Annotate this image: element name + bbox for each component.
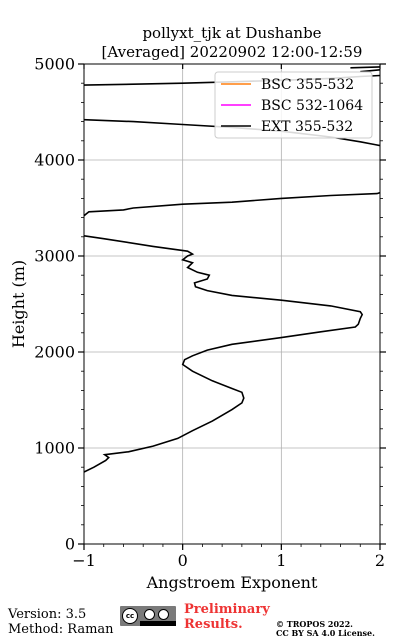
cc-icon: cc (122, 608, 138, 624)
method-label: Method: Raman (8, 622, 114, 637)
preliminary-line-2: Results. (184, 617, 243, 632)
legend: BSC 355-532 BSC 532-1064 EXT 355-532 (214, 71, 373, 139)
y-tick-label: 1000 (34, 439, 75, 458)
legend-label-1: BSC 532-1064 (261, 98, 363, 114)
y-axis-label: Height (m) (9, 260, 28, 348)
legend-label-0: BSC 355-532 (261, 77, 354, 93)
x-tick-label: 0 (178, 551, 188, 570)
x-tick-label: −1 (72, 551, 96, 570)
preliminary-notice: Preliminary Results. (184, 602, 284, 632)
plot-frame (83, 63, 381, 545)
license-strip (140, 621, 176, 626)
legend-label-2: EXT 355-532 (261, 119, 353, 135)
x-tick-label: 1 (276, 551, 286, 570)
x-tick-label: 2 (375, 551, 385, 570)
x-axis-label: Angstroem Exponent (146, 573, 318, 592)
y-tick-label: 3000 (34, 247, 75, 266)
y-tick-label: 0 (65, 535, 75, 554)
copyright-line-1: © TROPOS 2022. (276, 619, 353, 629)
y-tick-label: 4000 (34, 151, 75, 170)
y-tick-label: 5000 (34, 55, 75, 74)
chart-title: pollyxt_tjk at Dushanbe (142, 24, 321, 42)
chart-subtitle: [Averaged] 20220902 12:00-12:59 (102, 43, 363, 61)
preliminary-line-1: Preliminary (184, 602, 270, 617)
version-label: Version: 3.5 (8, 607, 87, 622)
copyright-line-2: CC BY SA 4.0 License. (276, 628, 375, 638)
y-tick-label: 2000 (34, 343, 75, 362)
chart: pollyxt_tjk at Dushanbe [Averaged] 20220… (9, 24, 386, 592)
copyright-notice: © TROPOS 2022. CC BY SA 4.0 License. (276, 620, 396, 638)
legend-box (214, 71, 373, 139)
cc-license-logo: cc (120, 606, 176, 626)
sa-icon (158, 609, 169, 620)
by-icon (144, 609, 155, 620)
